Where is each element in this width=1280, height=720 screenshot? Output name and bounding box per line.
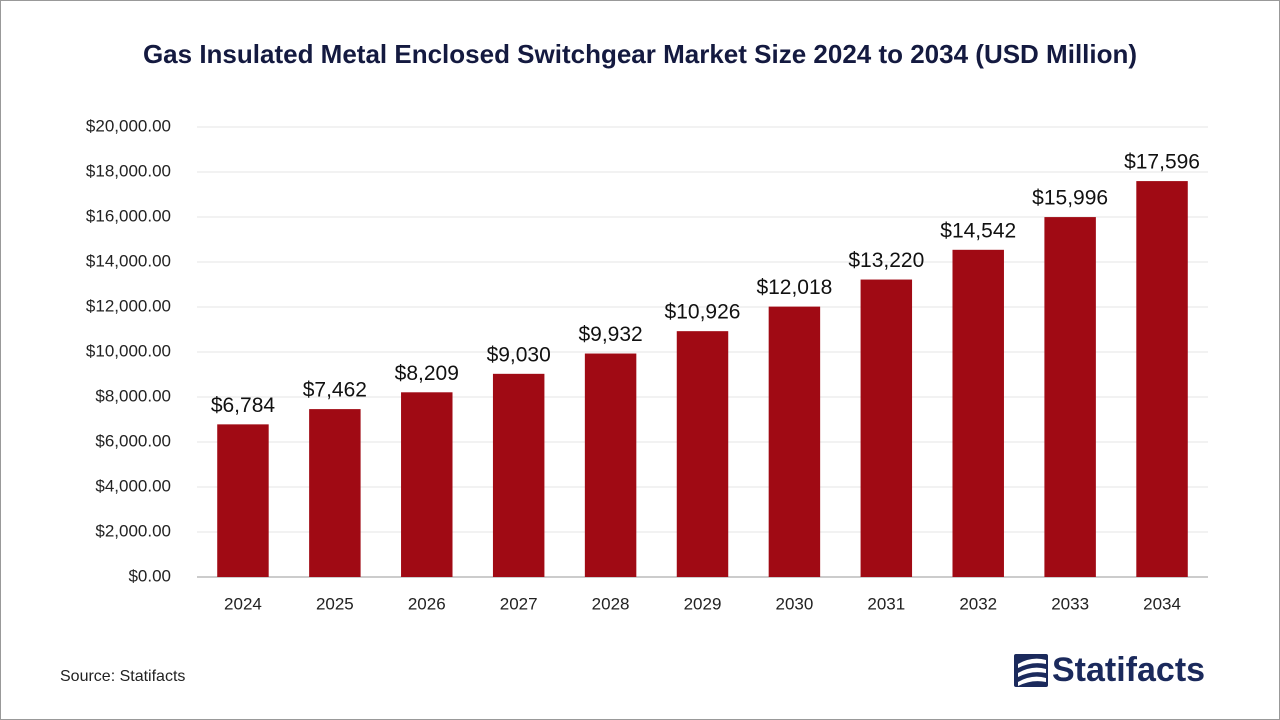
y-tick-label: $14,000.00 [86, 251, 171, 270]
value-label: $8,209 [395, 362, 459, 385]
value-label: $15,996 [1032, 187, 1108, 210]
value-label: $14,542 [940, 219, 1016, 242]
x-tick-label: 2031 [867, 594, 905, 613]
logo-icon [1014, 654, 1048, 687]
logo: Statifacts [1014, 651, 1205, 689]
y-tick-label: $6,000.00 [95, 431, 171, 450]
y-tick-label: $12,000.00 [86, 296, 171, 315]
x-tick-label: 2027 [500, 594, 538, 613]
y-tick-label: $2,000.00 [95, 521, 171, 540]
y-tick-label: $0.00 [128, 566, 171, 585]
bar [1044, 217, 1096, 577]
y-tick-label: $20,000.00 [86, 116, 171, 135]
source: Source: Statifacts [60, 668, 185, 685]
bar [768, 306, 821, 577]
y-tick-label: $10,000.00 [86, 341, 171, 360]
bar [952, 249, 1004, 577]
bar [1136, 181, 1188, 577]
value-label: $9,932 [578, 323, 642, 346]
x-tick-label: 2025 [316, 594, 354, 613]
value-label: $6,784 [211, 394, 276, 417]
value-label: $12,018 [756, 276, 832, 299]
bar [401, 392, 453, 577]
bar [860, 279, 913, 577]
bar [584, 353, 637, 577]
value-label: $7,462 [303, 379, 367, 402]
y-tick-label: $8,000.00 [95, 386, 171, 405]
bar [492, 373, 545, 577]
x-tick-label: 2030 [775, 594, 813, 613]
value-label: $17,596 [1124, 151, 1200, 174]
y-tick-label: $18,000.00 [86, 161, 171, 180]
x-tick-label: 2034 [1143, 594, 1181, 613]
x-tick-label: 2032 [959, 594, 997, 613]
value-label: $13,220 [848, 249, 924, 272]
y-tick-label: $16,000.00 [86, 206, 171, 225]
bar [217, 424, 269, 577]
x-tick-label: 2028 [592, 594, 630, 613]
x-tick-label: 2026 [408, 594, 446, 613]
x-tick-label: 2033 [1051, 594, 1089, 613]
y-tick-label: $4,000.00 [95, 476, 171, 495]
value-label: $10,926 [665, 301, 741, 324]
x-tick-label: 2029 [684, 594, 722, 613]
value-label: $9,030 [487, 343, 551, 366]
logo-text: Statifacts [1052, 651, 1205, 689]
bar [676, 331, 729, 577]
x-tick-label: 2024 [224, 594, 262, 613]
bar [309, 409, 361, 577]
chart-title: Gas Insulated Metal Enclosed Switchgear … [143, 39, 1137, 69]
